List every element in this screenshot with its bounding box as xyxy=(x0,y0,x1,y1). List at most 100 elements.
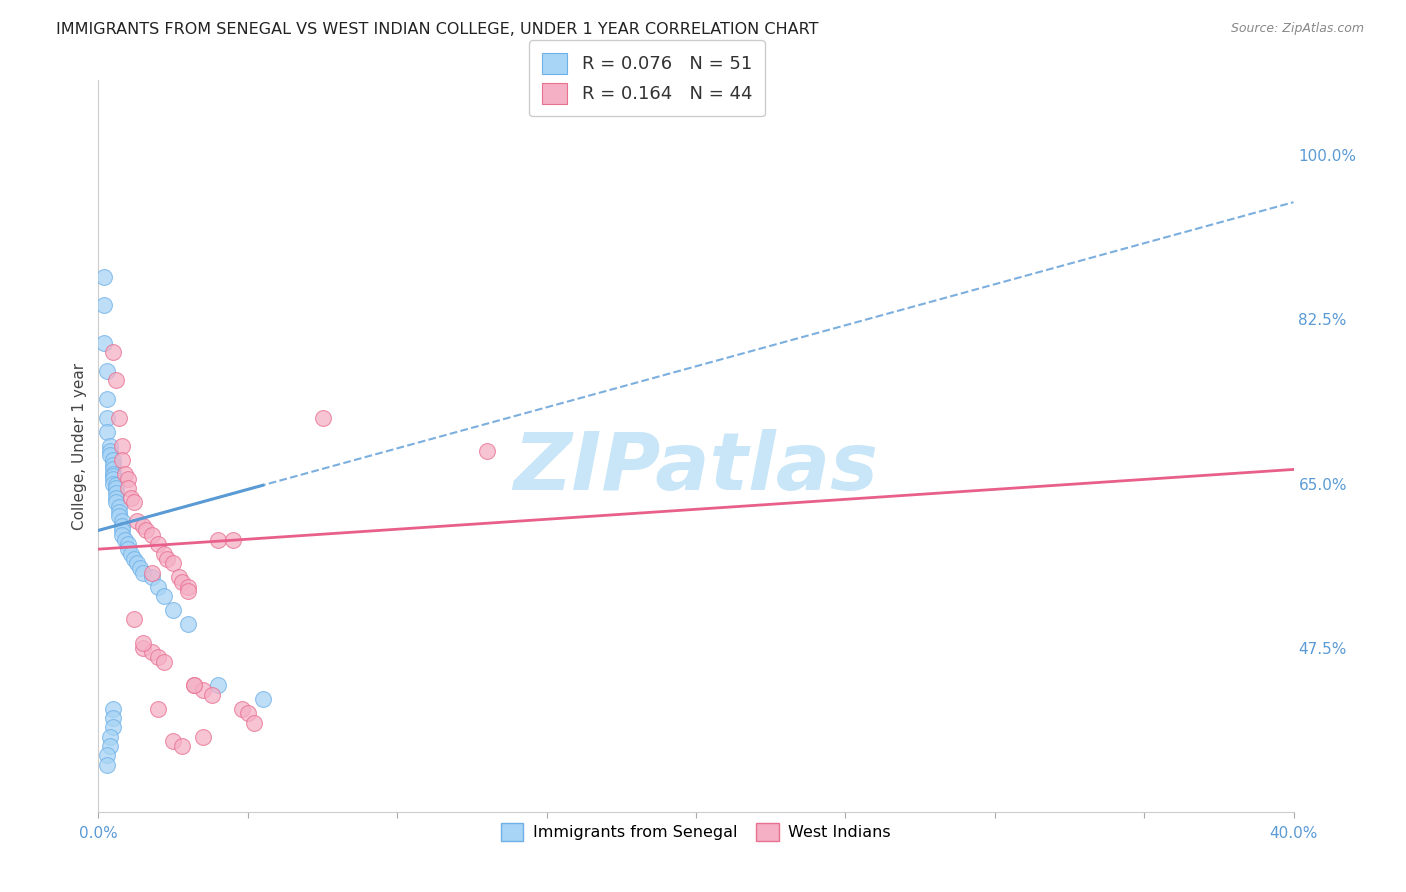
Point xyxy=(93,335,115,350)
Point xyxy=(191,730,214,744)
Point xyxy=(120,491,142,505)
Point xyxy=(111,518,134,533)
Point xyxy=(127,556,149,570)
Point xyxy=(117,481,139,495)
Point xyxy=(172,574,194,589)
Point xyxy=(132,566,155,580)
Point xyxy=(108,509,131,524)
Point xyxy=(132,518,155,533)
Point xyxy=(111,439,134,453)
Point xyxy=(177,617,200,632)
Point xyxy=(252,692,274,706)
Point xyxy=(153,547,176,561)
Point xyxy=(98,739,122,753)
Point xyxy=(183,678,205,692)
Point xyxy=(207,533,229,547)
Point xyxy=(98,439,122,453)
Point xyxy=(105,495,128,509)
Point xyxy=(162,556,184,570)
Text: ZIPatlas: ZIPatlas xyxy=(513,429,879,507)
Point xyxy=(103,462,125,476)
Text: 40.0%: 40.0% xyxy=(1270,826,1317,841)
Point xyxy=(222,533,245,547)
Point xyxy=(124,612,146,626)
Point xyxy=(132,640,155,655)
Point xyxy=(103,469,125,483)
Point xyxy=(111,528,134,542)
Point xyxy=(127,514,149,528)
Legend: Immigrants from Senegal, West Indians: Immigrants from Senegal, West Indians xyxy=(495,816,897,847)
Point xyxy=(135,524,157,538)
Point xyxy=(475,443,498,458)
Point xyxy=(177,584,200,599)
Point xyxy=(172,739,194,753)
Point xyxy=(111,524,134,538)
Point xyxy=(114,533,136,547)
Point xyxy=(103,345,125,359)
Point xyxy=(96,748,118,763)
Point xyxy=(162,734,184,748)
Point xyxy=(231,701,253,715)
Point xyxy=(117,542,139,557)
Point xyxy=(98,443,122,458)
Point xyxy=(111,514,134,528)
Point xyxy=(108,500,131,514)
Point xyxy=(103,453,125,467)
Point xyxy=(96,410,118,425)
Point xyxy=(108,410,131,425)
Text: Source: ZipAtlas.com: Source: ZipAtlas.com xyxy=(1230,22,1364,36)
Point xyxy=(141,570,163,584)
Point xyxy=(148,580,170,594)
Point xyxy=(103,458,125,472)
Point xyxy=(105,478,128,492)
Point xyxy=(93,270,115,285)
Point xyxy=(153,655,176,669)
Point xyxy=(98,449,122,463)
Point xyxy=(96,364,118,378)
Point xyxy=(141,645,163,659)
Point xyxy=(103,476,125,491)
Point xyxy=(132,636,155,650)
Point xyxy=(105,481,128,495)
Point xyxy=(103,467,125,482)
Point xyxy=(162,603,184,617)
Point xyxy=(236,706,259,721)
Point xyxy=(141,566,163,580)
Point xyxy=(105,491,128,505)
Point xyxy=(96,425,118,439)
Point xyxy=(103,711,125,725)
Point xyxy=(148,650,170,665)
Point xyxy=(153,589,176,603)
Point xyxy=(243,715,266,730)
Point xyxy=(167,570,190,584)
Y-axis label: College, Under 1 year: College, Under 1 year xyxy=(72,362,87,530)
Point xyxy=(111,453,134,467)
Point xyxy=(124,551,146,566)
Point xyxy=(93,298,115,312)
Point xyxy=(129,561,152,575)
Point xyxy=(207,678,229,692)
Point xyxy=(120,547,142,561)
Text: IMMIGRANTS FROM SENEGAL VS WEST INDIAN COLLEGE, UNDER 1 YEAR CORRELATION CHART: IMMIGRANTS FROM SENEGAL VS WEST INDIAN C… xyxy=(56,22,818,37)
Point xyxy=(156,551,179,566)
Point xyxy=(148,701,170,715)
Point xyxy=(117,537,139,551)
Point xyxy=(148,537,170,551)
Point xyxy=(124,495,146,509)
Point xyxy=(117,472,139,486)
Point xyxy=(201,688,224,702)
Point xyxy=(96,757,118,772)
Point xyxy=(311,410,333,425)
Point xyxy=(105,486,128,500)
Point xyxy=(177,580,200,594)
Point xyxy=(183,678,205,692)
Point xyxy=(141,528,163,542)
Point xyxy=(103,720,125,734)
Point xyxy=(103,701,125,715)
Point xyxy=(103,472,125,486)
Point xyxy=(98,730,122,744)
Point xyxy=(96,392,118,406)
Point xyxy=(108,505,131,519)
Point xyxy=(105,373,128,387)
Text: 0.0%: 0.0% xyxy=(79,826,118,841)
